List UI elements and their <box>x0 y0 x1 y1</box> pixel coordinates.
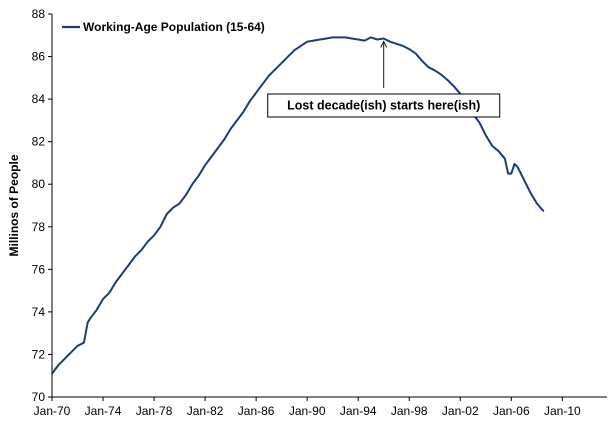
series-layer <box>51 36 545 375</box>
x-tick-label: Jan-98 <box>391 404 428 418</box>
annotation: Lost decade(ish) starts here(ish) <box>267 40 501 118</box>
y-tick-label: 76 <box>32 262 46 276</box>
annotation-text: Lost decade(ish) starts here(ish) <box>287 98 480 112</box>
x-tick-label: Jan-10 <box>544 404 581 418</box>
annotation-box <box>267 93 501 118</box>
x-tick-label: Jan-94 <box>340 404 377 418</box>
y-tick-label: 82 <box>32 135 46 149</box>
y-tick-label: 84 <box>32 92 46 106</box>
series-line <box>51 36 545 375</box>
x-axis-ticks: Jan-70 Jan-74 Jan-78 Jan-82 Jan-86 Jan-90 Jan-… <box>34 397 581 418</box>
x-tick-label: Jan-90 <box>289 404 326 418</box>
y-tick-label: 88 <box>32 7 46 21</box>
y-tick-label: 80 <box>32 177 46 191</box>
x-tick-label: Jan-02 <box>442 404 479 418</box>
y-tick-label: 74 <box>32 305 46 319</box>
x-tick-label: Jan-70 <box>34 404 71 418</box>
x-tick-label: Jan-86 <box>238 404 275 418</box>
y-tick-label: 78 <box>32 220 46 234</box>
x-tick-label: Jan-74 <box>85 404 122 418</box>
x-tick-label: Jan-06 <box>493 404 530 418</box>
y-tick-label: 86 <box>32 50 46 64</box>
y-axis-ticks: 70 72 74 76 78 80 82 84 86 88 <box>32 7 52 404</box>
legend-label: Working-Age Population (15-64) <box>83 20 265 34</box>
y-axis-title: Millinos of People <box>7 154 21 256</box>
y-tick-label: 72 <box>32 347 46 361</box>
annotation-arrowhead <box>380 40 388 48</box>
x-tick-label: Jan-82 <box>187 404 224 418</box>
legend: Working-Age Population (15-64) <box>62 20 265 34</box>
y-tick-label: 70 <box>32 390 46 404</box>
x-tick-label: Jan-78 <box>136 404 173 418</box>
